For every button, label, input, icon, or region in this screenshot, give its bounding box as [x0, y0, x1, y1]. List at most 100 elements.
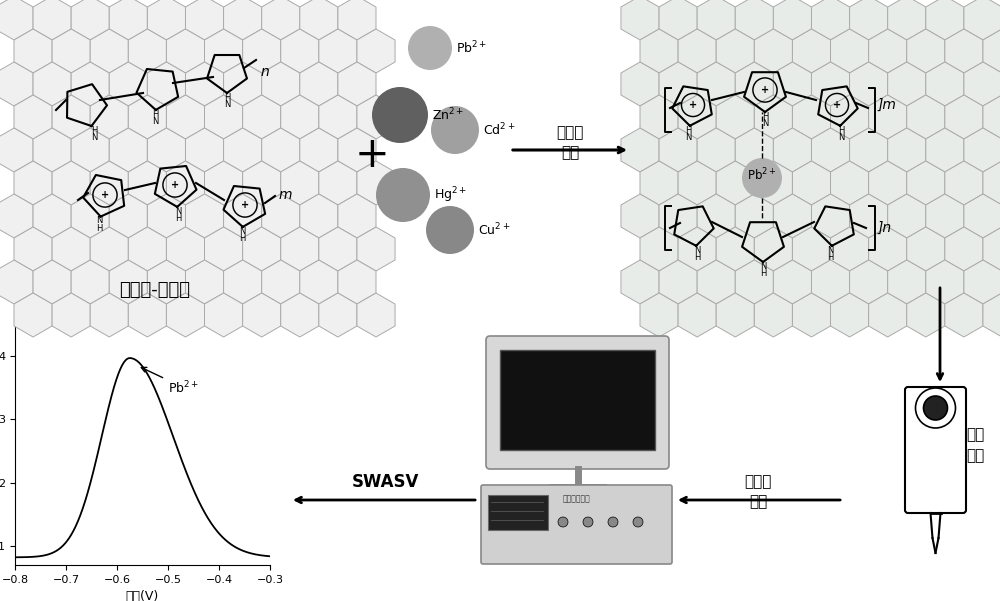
Polygon shape: [926, 194, 964, 238]
Polygon shape: [205, 95, 243, 139]
Text: n: n: [261, 65, 269, 79]
Text: 电化学工作站: 电化学工作站: [563, 495, 590, 504]
Polygon shape: [983, 293, 1000, 337]
Text: SWASV: SWASV: [351, 473, 419, 491]
Circle shape: [408, 26, 452, 70]
Polygon shape: [945, 227, 983, 271]
Polygon shape: [243, 161, 281, 205]
Polygon shape: [281, 227, 319, 271]
Polygon shape: [166, 227, 205, 271]
Text: +: +: [833, 100, 841, 110]
Polygon shape: [0, 260, 33, 304]
Polygon shape: [735, 194, 773, 238]
Polygon shape: [983, 227, 1000, 271]
Polygon shape: [147, 0, 185, 40]
Polygon shape: [33, 0, 71, 40]
Text: 玻碳
电极: 玻碳 电极: [966, 427, 984, 463]
Text: N
H: N H: [239, 227, 245, 243]
Polygon shape: [109, 128, 147, 172]
Polygon shape: [147, 128, 185, 172]
Circle shape: [372, 87, 428, 143]
FancyBboxPatch shape: [486, 336, 669, 469]
Polygon shape: [831, 29, 869, 73]
Polygon shape: [224, 194, 262, 238]
Polygon shape: [640, 29, 678, 73]
Polygon shape: [71, 260, 109, 304]
Polygon shape: [357, 95, 395, 139]
Text: N
H: N H: [694, 246, 701, 262]
Polygon shape: [0, 62, 33, 106]
Text: +: +: [355, 134, 389, 176]
Text: ]n: ]n: [878, 221, 892, 235]
Circle shape: [431, 106, 479, 154]
Polygon shape: [792, 29, 831, 73]
Polygon shape: [0, 0, 33, 40]
Polygon shape: [33, 194, 71, 238]
Polygon shape: [926, 260, 964, 304]
Polygon shape: [659, 194, 697, 238]
Polygon shape: [243, 95, 281, 139]
Polygon shape: [754, 29, 792, 73]
Text: Cu$^{2+}$: Cu$^{2+}$: [478, 222, 510, 239]
Polygon shape: [262, 62, 300, 106]
Polygon shape: [716, 29, 754, 73]
Circle shape: [608, 517, 618, 527]
Polygon shape: [773, 194, 811, 238]
Polygon shape: [185, 128, 224, 172]
Polygon shape: [147, 260, 185, 304]
Circle shape: [924, 396, 948, 420]
Polygon shape: [678, 161, 716, 205]
Polygon shape: [773, 128, 811, 172]
Polygon shape: [869, 161, 907, 205]
Polygon shape: [640, 161, 678, 205]
Polygon shape: [33, 62, 71, 106]
Circle shape: [376, 168, 430, 222]
Polygon shape: [90, 95, 128, 139]
Polygon shape: [716, 95, 754, 139]
Polygon shape: [300, 194, 338, 238]
Polygon shape: [621, 260, 659, 304]
Polygon shape: [185, 194, 224, 238]
Polygon shape: [869, 95, 907, 139]
Polygon shape: [621, 128, 659, 172]
Polygon shape: [621, 0, 659, 40]
Polygon shape: [109, 194, 147, 238]
Polygon shape: [697, 260, 735, 304]
Polygon shape: [678, 95, 716, 139]
Polygon shape: [205, 293, 243, 337]
Polygon shape: [907, 29, 945, 73]
Polygon shape: [964, 260, 1000, 304]
Circle shape: [583, 517, 593, 527]
Polygon shape: [983, 161, 1000, 205]
Polygon shape: [0, 128, 33, 172]
Polygon shape: [792, 293, 831, 337]
Polygon shape: [888, 0, 926, 40]
Circle shape: [633, 517, 643, 527]
Polygon shape: [850, 0, 888, 40]
Polygon shape: [0, 194, 33, 238]
Polygon shape: [907, 161, 945, 205]
Text: Pb$^{2+}$: Pb$^{2+}$: [141, 367, 199, 396]
Polygon shape: [659, 260, 697, 304]
Polygon shape: [659, 62, 697, 106]
Polygon shape: [869, 29, 907, 73]
Polygon shape: [945, 29, 983, 73]
Polygon shape: [185, 260, 224, 304]
Polygon shape: [831, 293, 869, 337]
Polygon shape: [300, 0, 338, 40]
Polygon shape: [14, 95, 52, 139]
Polygon shape: [735, 260, 773, 304]
Polygon shape: [697, 0, 735, 40]
FancyBboxPatch shape: [905, 387, 966, 513]
Polygon shape: [811, 260, 850, 304]
Text: Cd$^{2+}$: Cd$^{2+}$: [483, 121, 515, 138]
Text: 电化学: 电化学: [744, 475, 772, 489]
Circle shape: [742, 158, 782, 198]
Polygon shape: [907, 293, 945, 337]
Polygon shape: [983, 95, 1000, 139]
Polygon shape: [811, 0, 850, 40]
Polygon shape: [262, 128, 300, 172]
Polygon shape: [205, 29, 243, 73]
Polygon shape: [128, 95, 166, 139]
Polygon shape: [811, 194, 850, 238]
